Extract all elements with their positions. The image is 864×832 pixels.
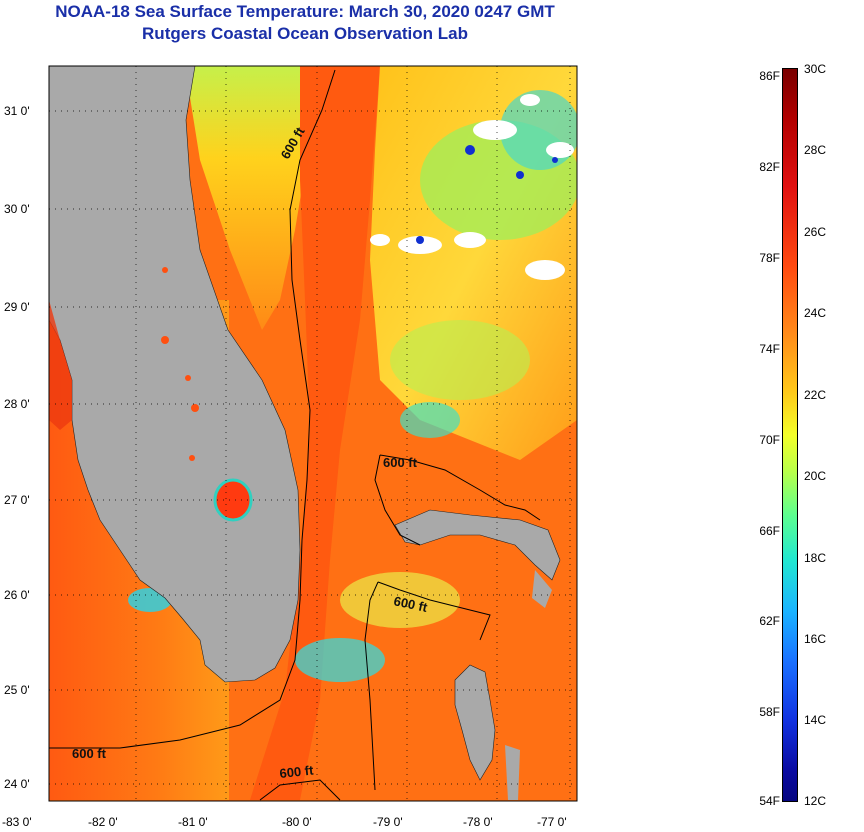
contour-label: 600 ft [383,455,418,470]
bahama-island [532,570,552,608]
cool-patch [340,572,460,628]
colorbar-c-label: 22C [804,388,827,402]
colorbar-c-label: 16C [804,632,827,646]
lat-label: 26 0' [4,588,30,602]
lat-label: 31 0' [4,104,30,118]
colorbar-c-label: 24C [804,306,827,320]
coastal-warm [49,300,72,430]
lat-label: 28 0' [4,397,30,411]
gulf-stream [250,66,380,800]
lon-labels: -83 0' -82 0' -81 0' -80 0' -79 0' -78 0… [2,815,567,829]
lon-label: -79 0' [373,815,403,829]
exuma-cays [505,745,520,800]
temperature-colorbar: 86F 82F 78F 74F 70F 66F 62F 58F 54F 30C … [754,62,827,808]
cool-patch [400,402,460,438]
florida-land [49,66,301,683]
colorbar-c-label: 20C [804,469,827,483]
contour-label: 600 ft [72,746,107,761]
colorbar-f-label: 86F [759,69,780,83]
lon-label: -82 0' [88,815,118,829]
colorbar-f-label: 58F [759,705,780,719]
colorbar-c-label: 14C [804,713,827,727]
cool-patch [295,638,385,682]
lat-label: 25 0' [4,683,30,697]
cool-patch [390,320,530,400]
colorbar-f-label: 78F [759,251,780,265]
lat-label: 29 0' [4,300,30,314]
lon-label: -78 0' [463,815,493,829]
colorbar-c-label: 18C [804,551,827,565]
inland-lakes [161,267,199,461]
contour-label: 600 ft [279,762,315,781]
colorbar-f-label: 62F [759,614,780,628]
colorbar-f-label: 54F [759,794,780,808]
graticule [48,66,577,801]
shelf-water [185,66,335,330]
colorbar-c-label: 12C [804,794,827,808]
lat-label: 27 0' [4,493,30,507]
colorbar-c-label: 28C [804,143,827,157]
grand-bahama [394,509,561,581]
colorbar-f-label: 74F [759,342,780,356]
map-title: NOAA-18 Sea Surface Temperature: March 3… [55,2,555,21]
cloud-patches [370,94,574,280]
lon-label: -77 0' [537,815,567,829]
plot-frame [48,65,578,802]
colorbar-c-label: 26C [804,225,827,239]
colorbar-c-label: 30C [804,62,827,76]
lat-label: 24 0' [4,777,30,791]
lat-label: 30 0' [4,202,30,216]
map-subtitle: Rutgers Coastal Ocean Observation Lab [142,24,468,43]
lon-label: -81 0' [178,815,208,829]
lat-labels: 31 0' 30 0' 29 0' 28 0' 27 0' 26 0' 25 0… [4,104,30,791]
lon-label: -83 0' [2,815,32,829]
depth-contours [49,69,541,801]
cold-cloud-edges [416,145,558,244]
contour-label: 600 ft [392,593,429,615]
lake-okeechobee [213,478,253,522]
colorbar-f-label: 82F [759,160,780,174]
andros-island [454,664,496,781]
colorbar-gradient [782,68,798,802]
colorbar-f-label: 70F [759,433,780,447]
colorbar-f-label: 66F [759,524,780,538]
lon-label: -80 0' [282,815,312,829]
